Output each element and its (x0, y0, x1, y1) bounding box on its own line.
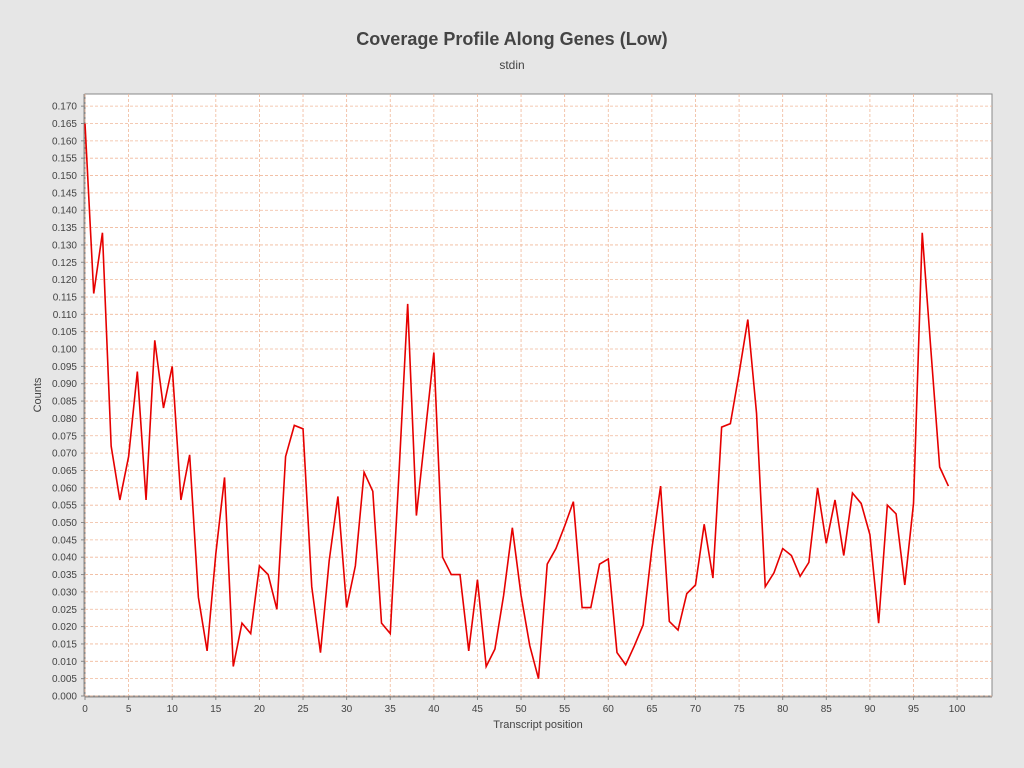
x-tick-label: 30 (341, 704, 353, 715)
y-tick-label: 0.105 (52, 327, 77, 338)
x-tick-label: 75 (734, 704, 746, 715)
y-tick-label: 0.060 (52, 483, 77, 494)
y-tick-label: 0.075 (52, 431, 77, 442)
x-tick-label: 25 (297, 704, 309, 715)
y-tick-label: 0.040 (52, 553, 77, 564)
y-tick-label: 0.150 (52, 171, 77, 182)
x-tick-label: 80 (777, 704, 789, 715)
x-tick-label: 40 (428, 704, 440, 715)
x-tick-label: 20 (254, 704, 266, 715)
y-tick-label: 0.020 (52, 622, 77, 633)
y-tick-label: 0.135 (52, 223, 77, 234)
x-tick-label: 85 (821, 704, 833, 715)
y-tick-label: 0.130 (52, 240, 77, 251)
x-tick-label: 5 (126, 704, 132, 715)
y-tick-label: 0.095 (52, 362, 77, 373)
y-tick-label: 0.025 (52, 605, 77, 616)
y-tick-label: 0.125 (52, 258, 77, 269)
y-tick-label: 0.110 (53, 310, 78, 321)
y-tick-label: 0.030 (52, 587, 77, 598)
y-tick-label: 0.000 (52, 692, 77, 703)
y-tick-label: 0.165 (52, 119, 77, 130)
y-tick-label: 0.050 (52, 518, 77, 529)
x-tick-label: 55 (559, 704, 571, 715)
y-tick-label: 0.005 (52, 674, 77, 685)
plot-area (84, 93, 993, 697)
x-tick-label: 60 (603, 704, 615, 715)
y-tick-label: 0.160 (52, 136, 77, 147)
x-tick-label: 50 (515, 704, 527, 715)
x-tick-label: 35 (385, 704, 397, 715)
chart-subtitle: stdin (499, 58, 525, 72)
y-tick-label: 0.035 (52, 570, 77, 581)
x-tick-label: 95 (908, 704, 920, 715)
y-tick-label: 0.090 (52, 379, 77, 390)
y-tick-label: 0.065 (52, 466, 77, 477)
x-tick-label: 45 (472, 704, 484, 715)
y-tick-label: 0.155 (52, 154, 77, 165)
y-tick-label: 0.010 (52, 657, 77, 668)
x-tick-label: 0 (82, 704, 88, 715)
x-tick-label: 90 (864, 704, 876, 715)
y-tick-label: 0.070 (52, 449, 77, 460)
series-layer (84, 123, 950, 679)
coverage-series-line (84, 123, 950, 679)
x-tick-label: 70 (690, 704, 702, 715)
x-tick-label: 10 (167, 704, 179, 715)
y-tick-label: 0.085 (52, 397, 77, 408)
y-tick-label: 0.120 (52, 275, 77, 286)
chart-title: Coverage Profile Along Genes (Low) (356, 29, 668, 49)
y-tick-label: 0.045 (52, 535, 77, 546)
x-tick-label: 100 (949, 704, 966, 715)
y-axis-label: Counts (32, 377, 44, 412)
y-tick-label: 0.100 (52, 345, 77, 356)
y-tick-label: 0.170 (52, 102, 77, 113)
y-tick-label: 0.145 (52, 188, 77, 199)
x-tick-label: 15 (210, 704, 222, 715)
y-tick-label: 0.055 (52, 501, 77, 512)
x-tick-label: 65 (646, 704, 658, 715)
y-tick-label: 0.015 (52, 639, 77, 650)
y-tick-label: 0.080 (52, 414, 77, 425)
x-axis-label: Transcript position (493, 719, 582, 731)
axes: 0.000 0.005 0.010 0.015 0.020 0.025 0.030 0.035… (52, 94, 992, 715)
grid-lines (84, 94, 992, 697)
y-tick-label: 0.115 (53, 292, 78, 303)
y-tick-label: 0.140 (52, 206, 77, 217)
